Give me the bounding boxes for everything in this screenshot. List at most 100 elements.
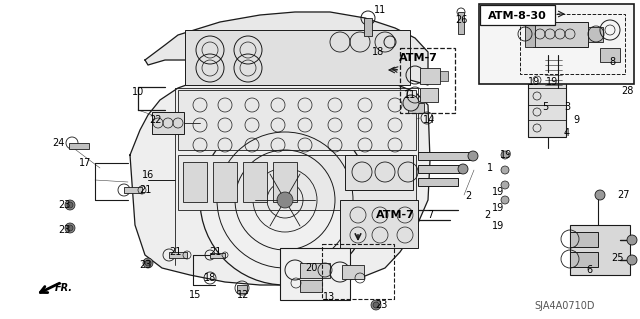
Circle shape [468,151,478,161]
Text: 18: 18 [372,47,384,57]
Text: ATM-7: ATM-7 [376,210,415,220]
Circle shape [501,181,509,189]
Text: SJA4A0710D: SJA4A0710D [535,301,595,311]
Circle shape [145,260,151,266]
Text: 9: 9 [573,115,579,125]
Circle shape [277,192,293,208]
Bar [418,165,463,173]
Bar [480,5,555,25]
Bar [458,12,464,34]
Circle shape [373,302,379,308]
Text: 15: 15 [189,290,201,300]
Circle shape [501,196,509,204]
Bar [533,22,588,47]
Text: 19: 19 [528,77,540,87]
Bar [124,187,142,193]
Text: 8: 8 [609,57,615,67]
Text: 26: 26 [455,15,467,25]
Text: 11: 11 [374,5,386,15]
Text: 17: 17 [79,158,91,168]
Bar [400,48,455,113]
Bar [280,248,350,300]
Bar [342,265,364,279]
Text: 27: 27 [617,190,629,200]
Circle shape [627,255,637,265]
Bar [322,244,394,299]
Bar [169,252,187,258]
Text: 12: 12 [237,290,249,300]
Text: 19: 19 [546,77,558,87]
Text: 2: 2 [484,210,490,220]
Circle shape [200,115,370,285]
Circle shape [403,95,419,111]
Bar [418,152,473,160]
Text: 10: 10 [132,87,144,97]
Text: 21: 21 [209,247,221,257]
Bar [479,4,634,84]
Text: 4: 4 [564,128,570,138]
Text: 3: 3 [564,102,570,112]
Bar [185,30,410,85]
Text: 18: 18 [204,273,216,283]
Text: 25: 25 [612,253,624,263]
Text: 19: 19 [492,221,504,231]
Circle shape [67,202,73,208]
Text: 6: 6 [586,265,592,275]
Text: ATM-7: ATM-7 [399,53,437,63]
Bar [528,72,566,137]
Circle shape [371,300,381,310]
Bar [570,225,630,275]
Bar [345,155,413,190]
Text: 11: 11 [404,90,416,100]
Text: 19: 19 [500,150,512,160]
Text: 7: 7 [427,210,433,220]
Circle shape [65,223,75,233]
Bar [183,162,207,202]
Text: 5: 5 [542,102,548,112]
Bar [600,48,620,62]
Bar [520,14,625,74]
Circle shape [595,190,605,200]
Circle shape [501,166,509,174]
Text: 23: 23 [139,260,151,270]
Text: 1: 1 [487,163,493,173]
Text: 19: 19 [492,203,504,213]
Text: 23: 23 [58,225,70,235]
Circle shape [501,151,509,159]
Bar [178,155,416,210]
Bar [237,285,247,293]
Circle shape [143,258,153,268]
Bar [152,112,184,134]
Bar [243,162,267,202]
Polygon shape [145,12,428,85]
Text: 21: 21 [169,247,181,257]
Text: 24: 24 [52,138,64,148]
Text: 20: 20 [305,263,317,273]
Bar [210,253,225,258]
Text: 28: 28 [621,86,633,96]
Bar [300,263,330,278]
Text: 21: 21 [139,185,151,195]
Bar [418,178,458,186]
Bar [340,200,418,248]
Bar [525,22,535,47]
Text: FR.: FR. [55,283,73,293]
Bar [69,143,89,149]
Bar [364,18,372,36]
Text: 19: 19 [492,187,504,197]
Text: 2: 2 [465,191,471,201]
Text: 14: 14 [423,115,435,125]
Bar [570,252,598,267]
Circle shape [627,235,637,245]
Polygon shape [130,72,430,285]
Bar [420,68,440,84]
Text: 23: 23 [375,300,387,310]
Text: 16: 16 [142,170,154,180]
Bar [440,71,448,81]
Bar [420,88,438,102]
Circle shape [65,200,75,210]
Bar [300,280,322,292]
Bar [408,103,424,113]
Circle shape [458,164,468,174]
Bar [178,90,416,150]
